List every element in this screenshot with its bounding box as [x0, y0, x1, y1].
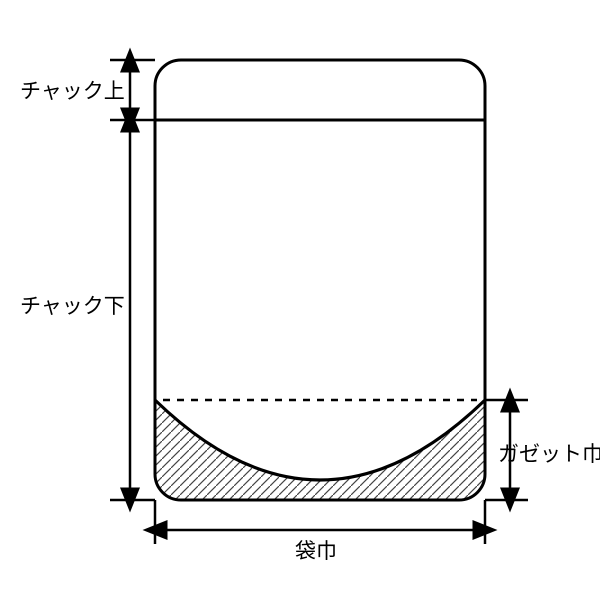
- label-zipper-top: チャック上: [20, 75, 125, 105]
- label-gusset-width: ガゼット巾: [498, 438, 600, 468]
- label-zipper-bottom: チャック下: [20, 290, 125, 320]
- label-bag-width: 袋巾: [295, 535, 337, 565]
